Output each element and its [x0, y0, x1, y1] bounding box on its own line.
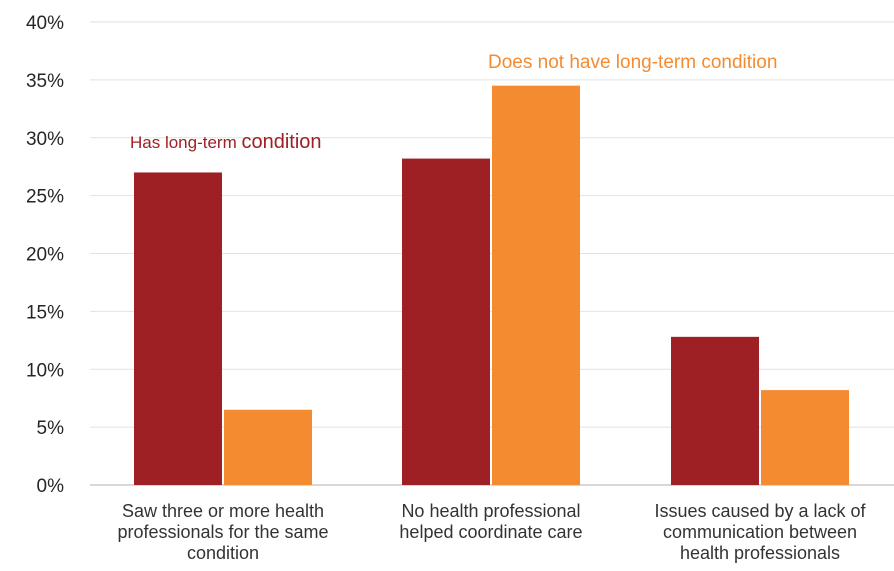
y-tick-label: 10%: [26, 360, 64, 381]
series-label-has-long-term-condition: Has long-term condition: [130, 131, 322, 153]
category-label-line: Saw three or more health: [122, 501, 324, 521]
category-label-2: No health professional helped coordinate …: [399, 501, 582, 542]
bar-series-2-category-1: [224, 409, 312, 485]
series-label-part: condition: [241, 131, 321, 153]
y-tick-label: 15%: [26, 302, 64, 323]
category-label-line: condition: [187, 543, 259, 563]
category-label-line: communication between: [663, 522, 857, 542]
category-label-3: Issues caused by a lack of communication …: [654, 501, 866, 563]
y-tick-label: 5%: [37, 418, 65, 439]
y-tick-label: 0%: [37, 476, 65, 497]
category-label-line: health professionals: [680, 543, 840, 563]
y-tick-label: 25%: [26, 187, 64, 208]
series-label-does-not-have-long-term-condition: Does not have long-term condition: [488, 52, 777, 73]
category-label-line: helped coordinate care: [399, 522, 582, 542]
bar-series-1-category-3: [671, 336, 759, 485]
y-tick-label: 35%: [26, 71, 64, 92]
bar-series-1-category-1: [134, 172, 222, 485]
series-label-part: Has long-term: [130, 133, 241, 152]
category-label-line: No health professional: [401, 501, 580, 521]
bar-series-1-category-2: [402, 158, 490, 485]
category-label-line: professionals for the same: [117, 522, 328, 542]
category-label-line: Issues caused by a lack of: [654, 501, 866, 521]
y-tick-label: 20%: [26, 245, 64, 266]
series-label-part: Does not have long-term condition: [488, 52, 777, 73]
bar-series-2-category-2: [492, 85, 580, 485]
y-tick-label: 40%: [26, 13, 64, 34]
bar-series-2-category-3: [761, 390, 849, 485]
y-tick-label: 30%: [26, 129, 64, 150]
category-label-1: Saw three or more health professionals fo…: [117, 501, 328, 563]
